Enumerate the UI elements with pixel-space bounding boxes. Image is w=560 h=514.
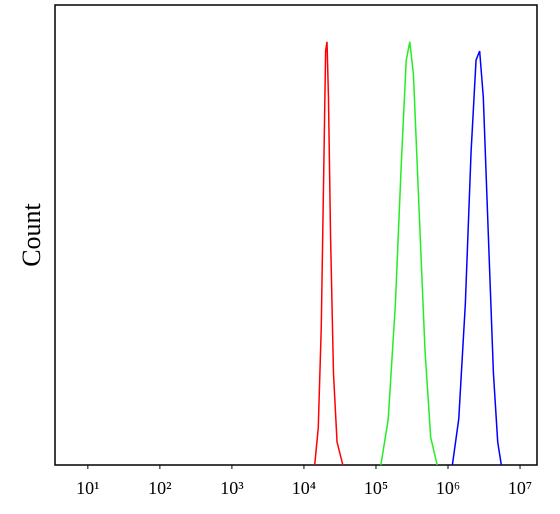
plot-frame [54, 4, 538, 466]
histogram-line [451, 50, 503, 466]
x-tick-label: 10⁵ [364, 478, 388, 498]
histogram-line [313, 41, 344, 466]
x-tick-label: 10⁴ [292, 478, 316, 498]
x-tick-label: 10⁶ [436, 478, 460, 498]
x-tick-label: 10¹ [76, 478, 99, 498]
y-axis-label: Count [17, 202, 46, 266]
histogram-line [380, 41, 438, 466]
x-tick-label: 10³ [220, 478, 244, 498]
x-tick-label: 10² [148, 478, 171, 498]
x-tick-label: 10⁷ [508, 478, 532, 498]
